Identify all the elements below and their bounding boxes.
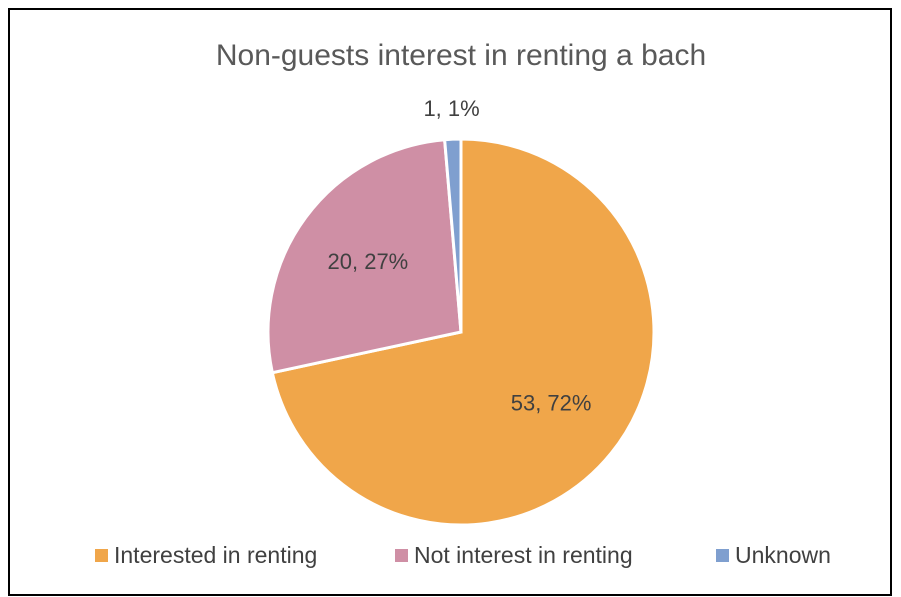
pie-slice <box>443 137 463 333</box>
pie-slice <box>270 137 656 527</box>
legend-label: Unknown <box>735 542 831 568</box>
pie-slice <box>266 138 463 375</box>
legend-swatch <box>395 549 408 562</box>
data-label: 20, 27% <box>328 249 409 274</box>
data-label: 1, 1% <box>423 96 479 121</box>
data-label: 53, 72% <box>511 391 592 416</box>
legend-swatch <box>716 549 729 562</box>
legend-label: Interested in renting <box>114 542 317 568</box>
legend-swatch <box>95 549 108 562</box>
legend-label: Not interest in renting <box>414 542 633 568</box>
chart-title: Non-guests interest in renting a bach <box>216 39 706 72</box>
